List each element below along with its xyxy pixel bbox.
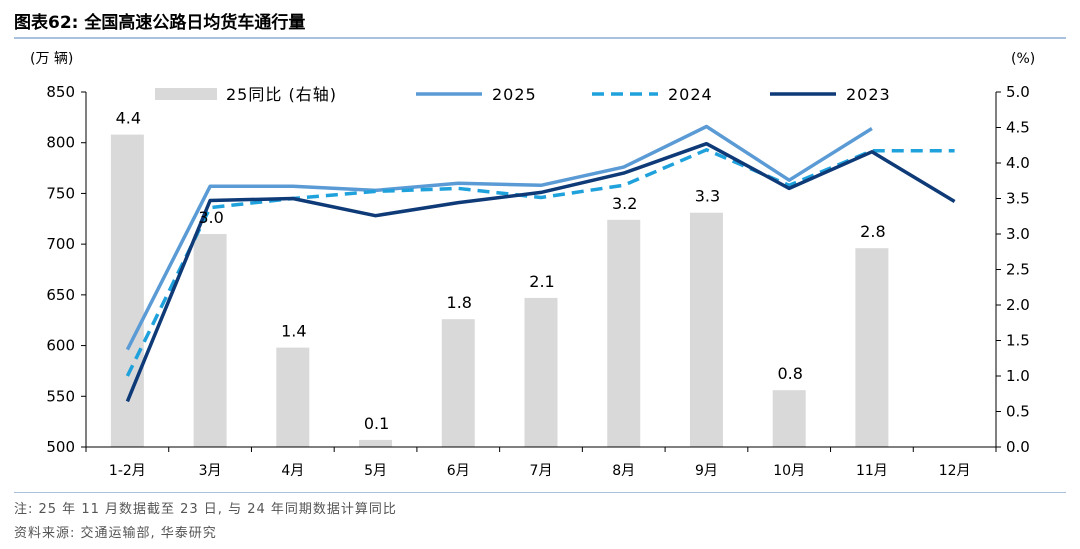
data-label-1: 4.4 (116, 109, 141, 128)
right-tick-label-2.5: 2.5 (1006, 261, 1030, 279)
bar-9 (772, 390, 806, 447)
data-label-10: 2.8 (860, 222, 885, 241)
right-tick-label-4.0: 4.0 (1006, 154, 1030, 172)
bar-10 (855, 248, 889, 447)
data-label-4: 0.1 (364, 414, 389, 433)
x-tick-label-6: 7月 (530, 463, 553, 479)
right-tick-label-3.0: 3.0 (1006, 225, 1030, 243)
right-tick-label-1.5: 1.5 (1006, 332, 1030, 350)
x-tick-label-7: 8月 (612, 463, 635, 479)
line-layer (125, 124, 956, 403)
bar-1 (110, 134, 144, 447)
bar-4 (359, 439, 393, 447)
figure-title: 图表62: 全国高速公路日均货车通行量 (14, 13, 306, 33)
x-tick-label-5: 6月 (447, 463, 470, 479)
legend-label-4: 2023 (846, 85, 891, 104)
x-tick-label-10: 11月 (856, 463, 888, 479)
source-note: 资料来源: 交通运输部, 华泰研究 (14, 526, 217, 541)
title-divider (14, 37, 1066, 39)
data-label-6: 2.1 (529, 272, 554, 291)
bar-8 (689, 212, 723, 447)
footer-divider (14, 492, 1066, 493)
left-tick-label-500: 500 (46, 438, 75, 456)
footnote: 注: 25 年 11 月数据截至 23 日, 与 24 年同期数据计算同比 (14, 502, 397, 517)
left-tick-label-700: 700 (46, 235, 75, 253)
right-tick-label-0.0: 0.0 (1006, 438, 1030, 456)
data-label-7: 3.2 (612, 194, 637, 213)
line-series-2024 (125, 148, 955, 377)
right-tick-label-2.0: 2.0 (1006, 296, 1030, 314)
x-tick-label-1: 1-2月 (109, 463, 146, 479)
x-tick-label-9: 10月 (773, 463, 805, 479)
right-tick-label-4.5: 4.5 (1006, 119, 1030, 137)
bar-3 (276, 347, 310, 447)
legend-label-3: 2024 (668, 85, 713, 104)
left-axis-label: (万 辆) (30, 51, 73, 67)
left-tick-label-850: 850 (46, 83, 75, 101)
bar-layer (110, 134, 889, 447)
left-tick-label-800: 800 (46, 134, 75, 152)
data-label-layer: 4.4 3.0 1.4 0.1 1.8 2.1 3.2 3.3 0.8 2.8 (116, 109, 886, 433)
right-tick-label-5.0: 5.0 (1006, 83, 1030, 101)
right-tick-label-3.5: 3.5 (1006, 190, 1030, 208)
legend: 25同比 (右轴) 2025 2024 2023 (155, 85, 891, 104)
x-tick-label-11: 12月 (939, 463, 971, 479)
right-tick-label-0.5: 0.5 (1006, 403, 1030, 421)
axes-layer: 500 550 600 650 700 750 800 850 0.0 0.5 1.0 1.5 2.0 2… (30, 51, 1035, 479)
right-tick-label-1.0: 1.0 (1006, 367, 1030, 385)
x-tick-label-8: 9月 (695, 463, 718, 479)
line-series-2023 (125, 141, 956, 403)
legend-swatch-bar (155, 88, 217, 100)
data-label-5: 1.8 (447, 293, 472, 312)
x-tick-label-2: 3月 (199, 463, 222, 479)
right-axis-label: (%) (1011, 51, 1035, 67)
left-tick-label-650: 650 (46, 286, 75, 304)
x-tick-label-3: 4月 (281, 463, 304, 479)
data-label-8: 3.3 (695, 187, 720, 206)
left-tick-label-550: 550 (46, 387, 75, 405)
legend-label-1: 25同比 (右轴) (226, 85, 337, 104)
line-series-2025 (125, 124, 873, 351)
left-tick-label-750: 750 (46, 184, 75, 202)
legend-label-2: 2025 (492, 85, 537, 104)
bar-6 (524, 297, 558, 447)
data-label-9: 0.8 (777, 364, 802, 383)
data-label-3: 1.4 (281, 322, 306, 341)
x-tick-label-4: 5月 (364, 463, 387, 479)
data-label-2: 3.0 (198, 208, 223, 227)
bar-5 (441, 319, 475, 447)
left-tick-label-600: 600 (46, 337, 75, 355)
bar-2 (193, 234, 227, 447)
bar-7 (607, 219, 641, 447)
